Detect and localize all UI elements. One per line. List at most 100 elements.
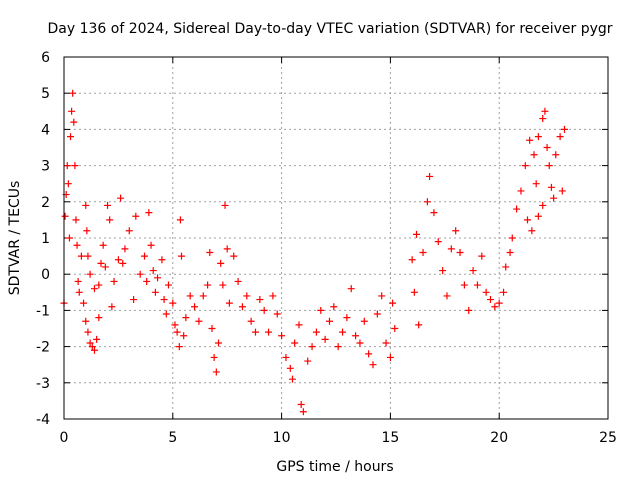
- data-point: [219, 281, 227, 289]
- data-point: [534, 212, 542, 220]
- data-point: [64, 180, 72, 188]
- data-point: [121, 245, 129, 253]
- data-point: [550, 194, 558, 202]
- data-point: [288, 375, 296, 383]
- data-point: [176, 216, 184, 224]
- data-point: [391, 325, 399, 332]
- data-point: [84, 328, 92, 336]
- data-point: [182, 314, 190, 322]
- data-point: [169, 299, 177, 307]
- data-point: [308, 343, 316, 351]
- data-point: [195, 317, 203, 325]
- data-point: [63, 162, 71, 170]
- data-point: [378, 292, 386, 300]
- x-tick-label: 10: [273, 430, 291, 446]
- data-point: [282, 353, 290, 361]
- data-point: [297, 401, 305, 409]
- data-point: [149, 267, 157, 275]
- data-point: [191, 303, 199, 311]
- data-point: [486, 296, 494, 304]
- data-point: [130, 296, 138, 304]
- chart-title: Day 136 of 2024, Sidereal Day-to-day VTE…: [47, 21, 612, 37]
- data-point: [199, 292, 207, 300]
- data-point: [143, 277, 151, 285]
- data-point: [178, 252, 186, 260]
- data-point: [541, 107, 549, 115]
- data-point: [82, 201, 90, 209]
- y-tick-label: 0: [41, 267, 50, 283]
- data-point: [299, 408, 307, 416]
- data-point: [83, 227, 91, 235]
- y-tick-label: 6: [41, 50, 50, 66]
- data-point: [339, 328, 347, 336]
- data-point: [145, 209, 153, 217]
- data-point: [343, 314, 351, 322]
- data-point: [147, 241, 155, 249]
- data-point: [365, 350, 373, 358]
- x-tick-label: 15: [381, 430, 399, 446]
- data-point: [482, 288, 490, 296]
- data-point: [278, 332, 286, 340]
- data-point: [225, 299, 233, 307]
- data-point: [506, 248, 514, 256]
- data-point: [430, 209, 438, 217]
- data-point: [90, 285, 98, 293]
- data-point: [101, 263, 109, 271]
- data-point: [88, 343, 96, 351]
- data-point: [560, 125, 568, 133]
- data-point: [243, 292, 251, 300]
- data-point: [82, 317, 90, 325]
- data-point: [95, 281, 103, 289]
- data-point: [256, 296, 264, 304]
- data-point: [502, 263, 510, 271]
- data-point: [90, 346, 98, 354]
- data-point: [530, 151, 538, 159]
- data-point: [460, 281, 468, 289]
- data-point: [423, 198, 431, 206]
- data-point: [119, 259, 127, 267]
- data-point: [238, 303, 246, 311]
- axis-ticks: 0 5 10 15 20 25 -4 -3 -2 -1 0 1 2 3 4 5 6: [36, 50, 617, 446]
- y-tick-label: 1: [41, 231, 50, 247]
- data-point: [526, 136, 534, 144]
- data-point: [97, 259, 105, 267]
- data-point: [539, 115, 547, 123]
- data-point: [523, 216, 531, 224]
- data-point: [517, 187, 525, 195]
- data-point: [70, 118, 78, 126]
- data-point: [251, 328, 259, 336]
- data-point: [434, 238, 442, 246]
- data-point: [75, 288, 83, 296]
- data-point: [175, 343, 183, 351]
- data-point: [269, 292, 277, 300]
- data-point: [221, 201, 229, 209]
- data-point: [217, 259, 225, 267]
- data-point: [495, 299, 503, 307]
- data-point: [180, 332, 188, 340]
- data-series: [60, 89, 568, 416]
- data-point: [413, 230, 421, 238]
- data-point: [330, 303, 338, 311]
- y-axis-label: SDTVAR / TECUs: [7, 181, 23, 296]
- data-point: [321, 335, 329, 343]
- data-point: [212, 368, 220, 376]
- data-point: [73, 241, 81, 249]
- data-point: [68, 107, 76, 115]
- data-point: [410, 288, 418, 296]
- data-point: [291, 339, 299, 347]
- data-point: [443, 292, 451, 300]
- data-point: [74, 277, 82, 285]
- data-point: [373, 310, 381, 318]
- data-point: [86, 339, 94, 347]
- data-point: [108, 303, 116, 311]
- data-point: [312, 328, 320, 336]
- data-point: [67, 133, 75, 141]
- data-point: [151, 288, 159, 296]
- y-tick-label: 3: [41, 159, 50, 175]
- data-point: [84, 252, 92, 260]
- data-point: [545, 162, 553, 170]
- data-point: [508, 234, 516, 242]
- data-point: [117, 194, 125, 202]
- data-point: [452, 227, 460, 235]
- data-point: [65, 234, 73, 242]
